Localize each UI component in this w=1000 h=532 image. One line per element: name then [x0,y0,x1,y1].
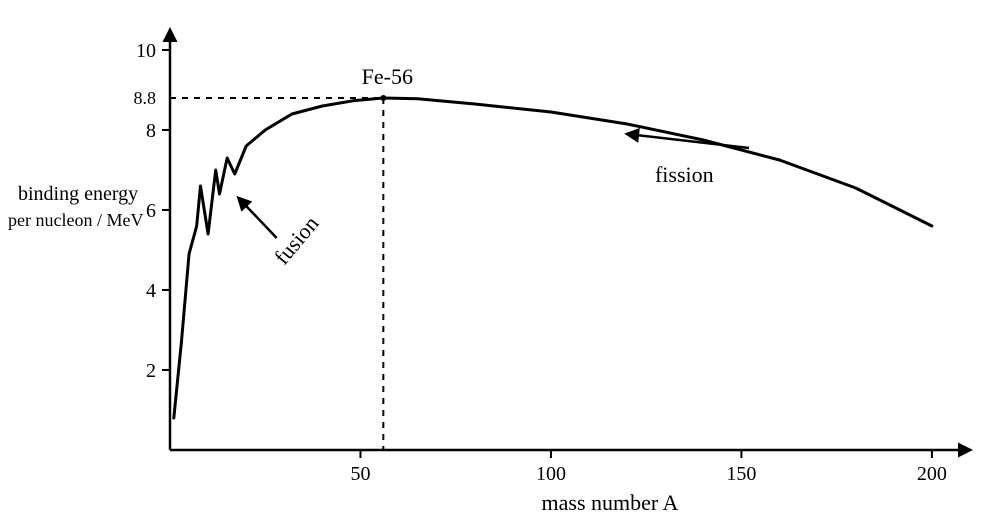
x-tick-label: 200 [917,463,947,485]
y-tick-label: 4 [146,280,156,302]
y-tick-label: 2 [146,360,156,382]
x-tick-label: 50 [350,463,370,485]
y-axis-label-line1: binding energy [18,183,138,205]
x-axis-label: mass number A [542,490,679,515]
peak-label: Fe-56 [362,64,413,89]
fusion-arrow [239,198,277,238]
binding-energy-chart: 50 100 150 200 2 4 6 8 10 8.8 Fe-56 fusion fission ma… [0,0,1000,532]
y-tick-label: 8 [146,120,156,142]
x-tick-label: 100 [536,463,566,485]
y-tick-label-extra: 8.8 [134,88,157,108]
y-tick-label: 10 [136,40,156,62]
y-tick-label: 6 [146,200,156,222]
y-axis-label-line2: per nucleon / MeV [8,210,143,230]
chart-svg: 50 100 150 200 2 4 6 8 10 8.8 Fe-56 fusion fission ma… [0,0,1000,532]
fusion-label: fusion [269,211,324,269]
fission-label: fission [655,162,714,187]
peak-marker [380,95,386,101]
x-tick-label: 150 [726,463,756,485]
